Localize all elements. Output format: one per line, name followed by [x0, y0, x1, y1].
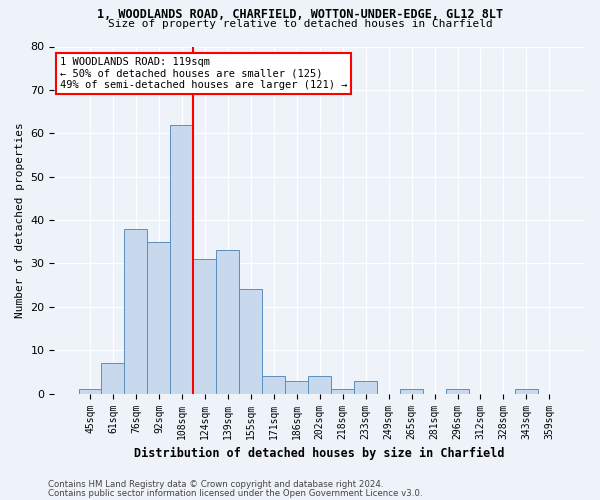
Bar — [193, 259, 217, 394]
Bar — [446, 390, 469, 394]
Text: 1, WOODLANDS ROAD, CHARFIELD, WOTTON-UNDER-EDGE, GL12 8LT: 1, WOODLANDS ROAD, CHARFIELD, WOTTON-UND… — [97, 8, 503, 20]
Bar — [148, 242, 170, 394]
Bar — [400, 390, 423, 394]
Text: 1 WOODLANDS ROAD: 119sqm
← 50% of detached houses are smaller (125)
49% of semi-: 1 WOODLANDS ROAD: 119sqm ← 50% of detach… — [60, 57, 347, 90]
X-axis label: Distribution of detached houses by size in Charfield: Distribution of detached houses by size … — [134, 447, 505, 460]
Bar — [124, 228, 148, 394]
Bar — [79, 390, 101, 394]
Bar — [217, 250, 239, 394]
Bar — [285, 380, 308, 394]
Bar — [262, 376, 285, 394]
Text: Size of property relative to detached houses in Charfield: Size of property relative to detached ho… — [107, 19, 493, 29]
Y-axis label: Number of detached properties: Number of detached properties — [15, 122, 25, 318]
Text: Contains HM Land Registry data © Crown copyright and database right 2024.: Contains HM Land Registry data © Crown c… — [48, 480, 383, 489]
Bar — [331, 390, 354, 394]
Bar — [354, 380, 377, 394]
Bar — [515, 390, 538, 394]
Bar — [170, 124, 193, 394]
Bar — [239, 290, 262, 394]
Bar — [101, 363, 124, 394]
Text: Contains public sector information licensed under the Open Government Licence v3: Contains public sector information licen… — [48, 490, 422, 498]
Bar — [308, 376, 331, 394]
